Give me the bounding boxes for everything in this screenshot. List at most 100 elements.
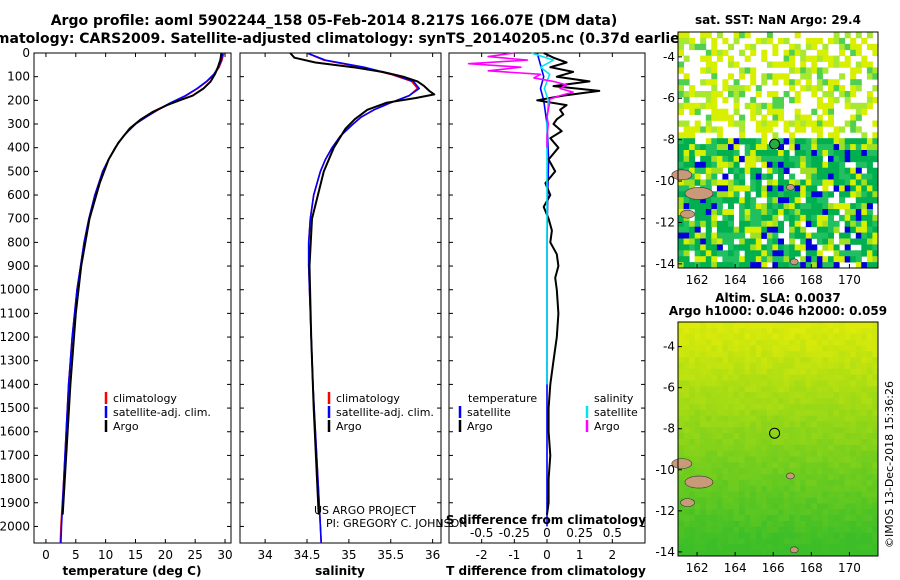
- map-cell: [761, 526, 768, 534]
- map-cell: [778, 439, 784, 446]
- map-cell: [822, 485, 829, 493]
- map-cell: [744, 392, 751, 399]
- map-cell: [761, 322, 768, 329]
- map-cell: [833, 155, 840, 163]
- map-cell: [794, 322, 801, 329]
- map-cell: [794, 532, 801, 539]
- map-cell: [783, 491, 790, 498]
- map-cell: [861, 409, 868, 417]
- map-cell: [739, 256, 746, 263]
- map-cell: [816, 538, 823, 545]
- map-cell: [705, 538, 712, 545]
- map-cell: [711, 526, 718, 534]
- map-cell: [811, 351, 818, 358]
- map-cell: [678, 79, 684, 86]
- map-ytick-label: -8: [663, 422, 675, 436]
- map-cell: [744, 85, 751, 92]
- map-cell: [705, 450, 712, 457]
- map-cell: [711, 515, 718, 522]
- map-cell: [694, 126, 701, 133]
- map-cell: [850, 357, 857, 364]
- map-cell: [705, 357, 712, 364]
- map-cell: [783, 138, 790, 145]
- map-cell: [728, 515, 734, 522]
- temperature-axes: 0100200300400500600700800900100011001200…: [0, 46, 233, 562]
- map-cell: [822, 55, 829, 62]
- map-cell: [728, 262, 734, 269]
- map-cell: [872, 474, 879, 481]
- map-cell: [733, 191, 740, 198]
- map-cell: [689, 339, 696, 346]
- map-cell: [728, 85, 734, 92]
- map-cell: [716, 322, 723, 329]
- map-cell: [772, 203, 779, 210]
- xtick-label: 0: [42, 548, 50, 562]
- map-cell: [839, 468, 846, 475]
- map-cell: [705, 515, 712, 522]
- argo-position-marker: [769, 427, 781, 439]
- map-cell: [705, 91, 712, 98]
- map-cell: [722, 386, 729, 393]
- map-cell: [722, 485, 729, 493]
- ytick-label: 400: [7, 141, 30, 155]
- map-cell: [772, 398, 779, 405]
- map-cell: [716, 450, 723, 457]
- map-cell: [683, 520, 690, 528]
- map-cell: [794, 520, 801, 528]
- map-cell: [805, 191, 812, 198]
- map-cell: [822, 185, 829, 192]
- map-cell: [789, 322, 796, 329]
- map-cell: [772, 322, 779, 329]
- map-cell: [811, 532, 818, 539]
- map-cell: [833, 167, 840, 174]
- map-cell: [728, 538, 734, 545]
- map-cell: [739, 368, 746, 376]
- map-cell: [822, 339, 829, 346]
- map-cell: [839, 368, 846, 376]
- map-cell: [700, 144, 707, 151]
- map-cell: [828, 203, 834, 210]
- map-cell: [705, 49, 712, 56]
- map-cell: [816, 368, 823, 376]
- map-cell: [750, 474, 757, 481]
- map-cell: [866, 138, 873, 145]
- map-cell: [733, 450, 740, 457]
- map-cell: [816, 167, 823, 174]
- map-cell: [728, 427, 734, 434]
- map-cell: [833, 456, 840, 463]
- map-cell: [683, 515, 690, 522]
- map-cell: [850, 91, 857, 98]
- map-cell: [828, 262, 834, 269]
- map-cell: [700, 250, 707, 257]
- map-cell: [766, 91, 773, 98]
- map-cell: [850, 456, 857, 463]
- map-cell: [844, 351, 851, 358]
- map-cell: [750, 161, 757, 169]
- map-cell: [811, 150, 818, 157]
- map-cell: [755, 456, 762, 463]
- map-cell: [794, 491, 801, 498]
- map-cell: [855, 520, 862, 528]
- diff-legend-t-argo-label: Argo: [467, 420, 493, 433]
- map-cell: [794, 474, 801, 481]
- map-cell: [850, 73, 857, 80]
- map-cell: [855, 491, 862, 498]
- map-cell: [678, 179, 684, 186]
- map-cell: [722, 368, 729, 376]
- map-cell: [855, 427, 862, 434]
- map-cell: [794, 497, 801, 504]
- map-cell: [728, 209, 734, 216]
- map-cell: [744, 427, 751, 434]
- map-cell: [828, 214, 834, 222]
- map-cell: [794, 392, 801, 399]
- map-cell: [766, 32, 773, 39]
- map-cell: [872, 226, 879, 233]
- map-cell: [789, 333, 796, 340]
- map-cell: [683, 244, 690, 251]
- map-cell: [750, 392, 757, 399]
- map-cell: [772, 333, 779, 340]
- map-cell: [739, 415, 746, 422]
- map-cell: [778, 155, 784, 163]
- map-cell: [872, 538, 879, 545]
- map-cell: [755, 503, 762, 510]
